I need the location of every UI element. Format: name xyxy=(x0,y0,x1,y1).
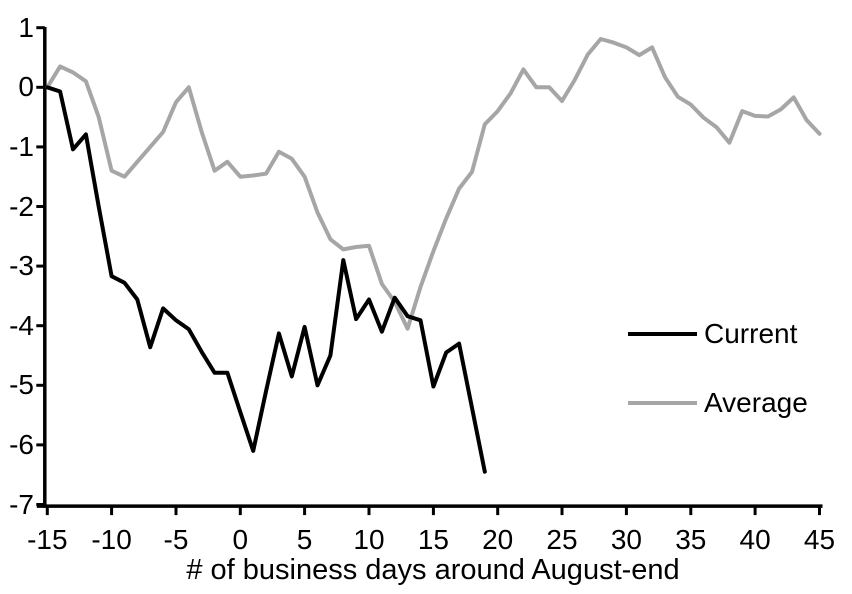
y-tick-label: -6 xyxy=(9,428,34,460)
legend-line-average xyxy=(628,401,697,405)
x-tick-label: 40 xyxy=(739,524,771,555)
y-tick-label: -5 xyxy=(9,369,34,401)
y-tick-label: -3 xyxy=(9,250,34,282)
axes xyxy=(36,26,823,516)
legend-item-current: Current xyxy=(628,319,797,349)
x-tick-label: 5 xyxy=(296,524,313,555)
x-tick-label: 35 xyxy=(675,524,707,555)
x-tick-label: 45 xyxy=(803,524,836,555)
x-tick-label: 0 xyxy=(232,524,249,555)
y-tick-label: -4 xyxy=(9,309,34,341)
legend-line-current xyxy=(628,332,697,336)
x-axis-title: # of business days around August-end xyxy=(186,554,680,586)
legend-label-current: Current xyxy=(704,318,798,349)
x-tick-label: 20 xyxy=(482,524,514,555)
y-tick-label: -1 xyxy=(9,130,34,162)
x-tick-label: -10 xyxy=(91,524,132,555)
series-lines xyxy=(45,37,822,474)
legend-label-average: Average xyxy=(704,387,808,418)
x-tick-label: 10 xyxy=(353,524,385,555)
x-tick-label: -5 xyxy=(163,524,189,555)
series-line-average xyxy=(45,37,822,331)
y-tick-label: -2 xyxy=(9,190,34,222)
y-tick-label: -7 xyxy=(9,488,34,520)
x-tick-label: 30 xyxy=(610,524,642,555)
y-tick-label: 1 xyxy=(18,11,34,43)
series-line-current xyxy=(45,85,487,474)
x-tick-label: -15 xyxy=(27,524,68,555)
y-tick-label: 0 xyxy=(18,71,34,103)
x-tick-label: 25 xyxy=(546,524,578,555)
x-tick-label: 15 xyxy=(417,524,449,555)
legend-item-average: Average xyxy=(628,388,808,418)
